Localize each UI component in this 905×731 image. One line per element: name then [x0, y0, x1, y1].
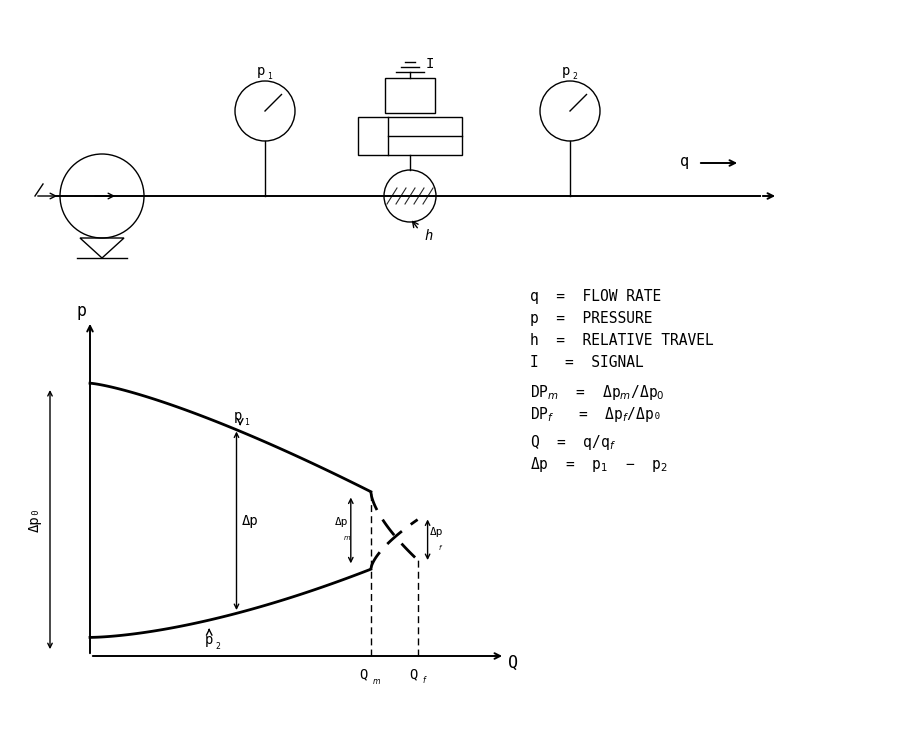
- Text: Δp: Δp: [430, 527, 443, 537]
- Text: Δp  =  p$_1$  −  p$_2$: Δp = p$_1$ − p$_2$: [530, 455, 668, 474]
- Text: $_2$: $_2$: [215, 640, 222, 653]
- Text: Q: Q: [358, 667, 367, 681]
- Text: $_m$: $_m$: [372, 677, 381, 686]
- Text: $_1$: $_1$: [244, 416, 251, 428]
- Text: p: p: [76, 302, 86, 320]
- Text: q  =  FLOW RATE: q = FLOW RATE: [530, 289, 662, 304]
- Text: $_1$: $_1$: [267, 71, 273, 83]
- Bar: [385, 78, 435, 113]
- Text: Δp: Δp: [335, 518, 348, 528]
- Text: $_f$: $_f$: [422, 675, 427, 687]
- Text: I   =  SIGNAL: I = SIGNAL: [530, 355, 643, 370]
- Text: Δp: Δp: [242, 514, 258, 528]
- Text: p: p: [234, 409, 243, 423]
- Bar: [358, 117, 462, 155]
- Text: h  =  RELATIVE TRAVEL: h = RELATIVE TRAVEL: [530, 333, 714, 348]
- Text: p: p: [562, 64, 570, 78]
- Text: Δp₀: Δp₀: [28, 507, 42, 532]
- Text: q: q: [680, 154, 689, 169]
- Text: Q: Q: [410, 667, 418, 681]
- Text: DP$_f$   =  Δp$_f$/Δp₀: DP$_f$ = Δp$_f$/Δp₀: [530, 405, 662, 424]
- Text: DP$_m$  =  Δp$_m$/Δp$_0$: DP$_m$ = Δp$_m$/Δp$_0$: [530, 383, 665, 402]
- Text: Q  =  q/q$_f$: Q = q/q$_f$: [530, 433, 616, 452]
- Text: Q: Q: [508, 654, 518, 672]
- Text: $_f$: $_f$: [438, 542, 443, 553]
- Text: h: h: [424, 229, 433, 243]
- Text: $_2$: $_2$: [572, 71, 578, 83]
- Text: $_m$: $_m$: [343, 534, 351, 543]
- Text: p: p: [257, 64, 265, 78]
- Text: I: I: [426, 57, 434, 71]
- Text: p: p: [205, 633, 214, 648]
- Text: p  =  PRESSURE: p = PRESSURE: [530, 311, 653, 326]
